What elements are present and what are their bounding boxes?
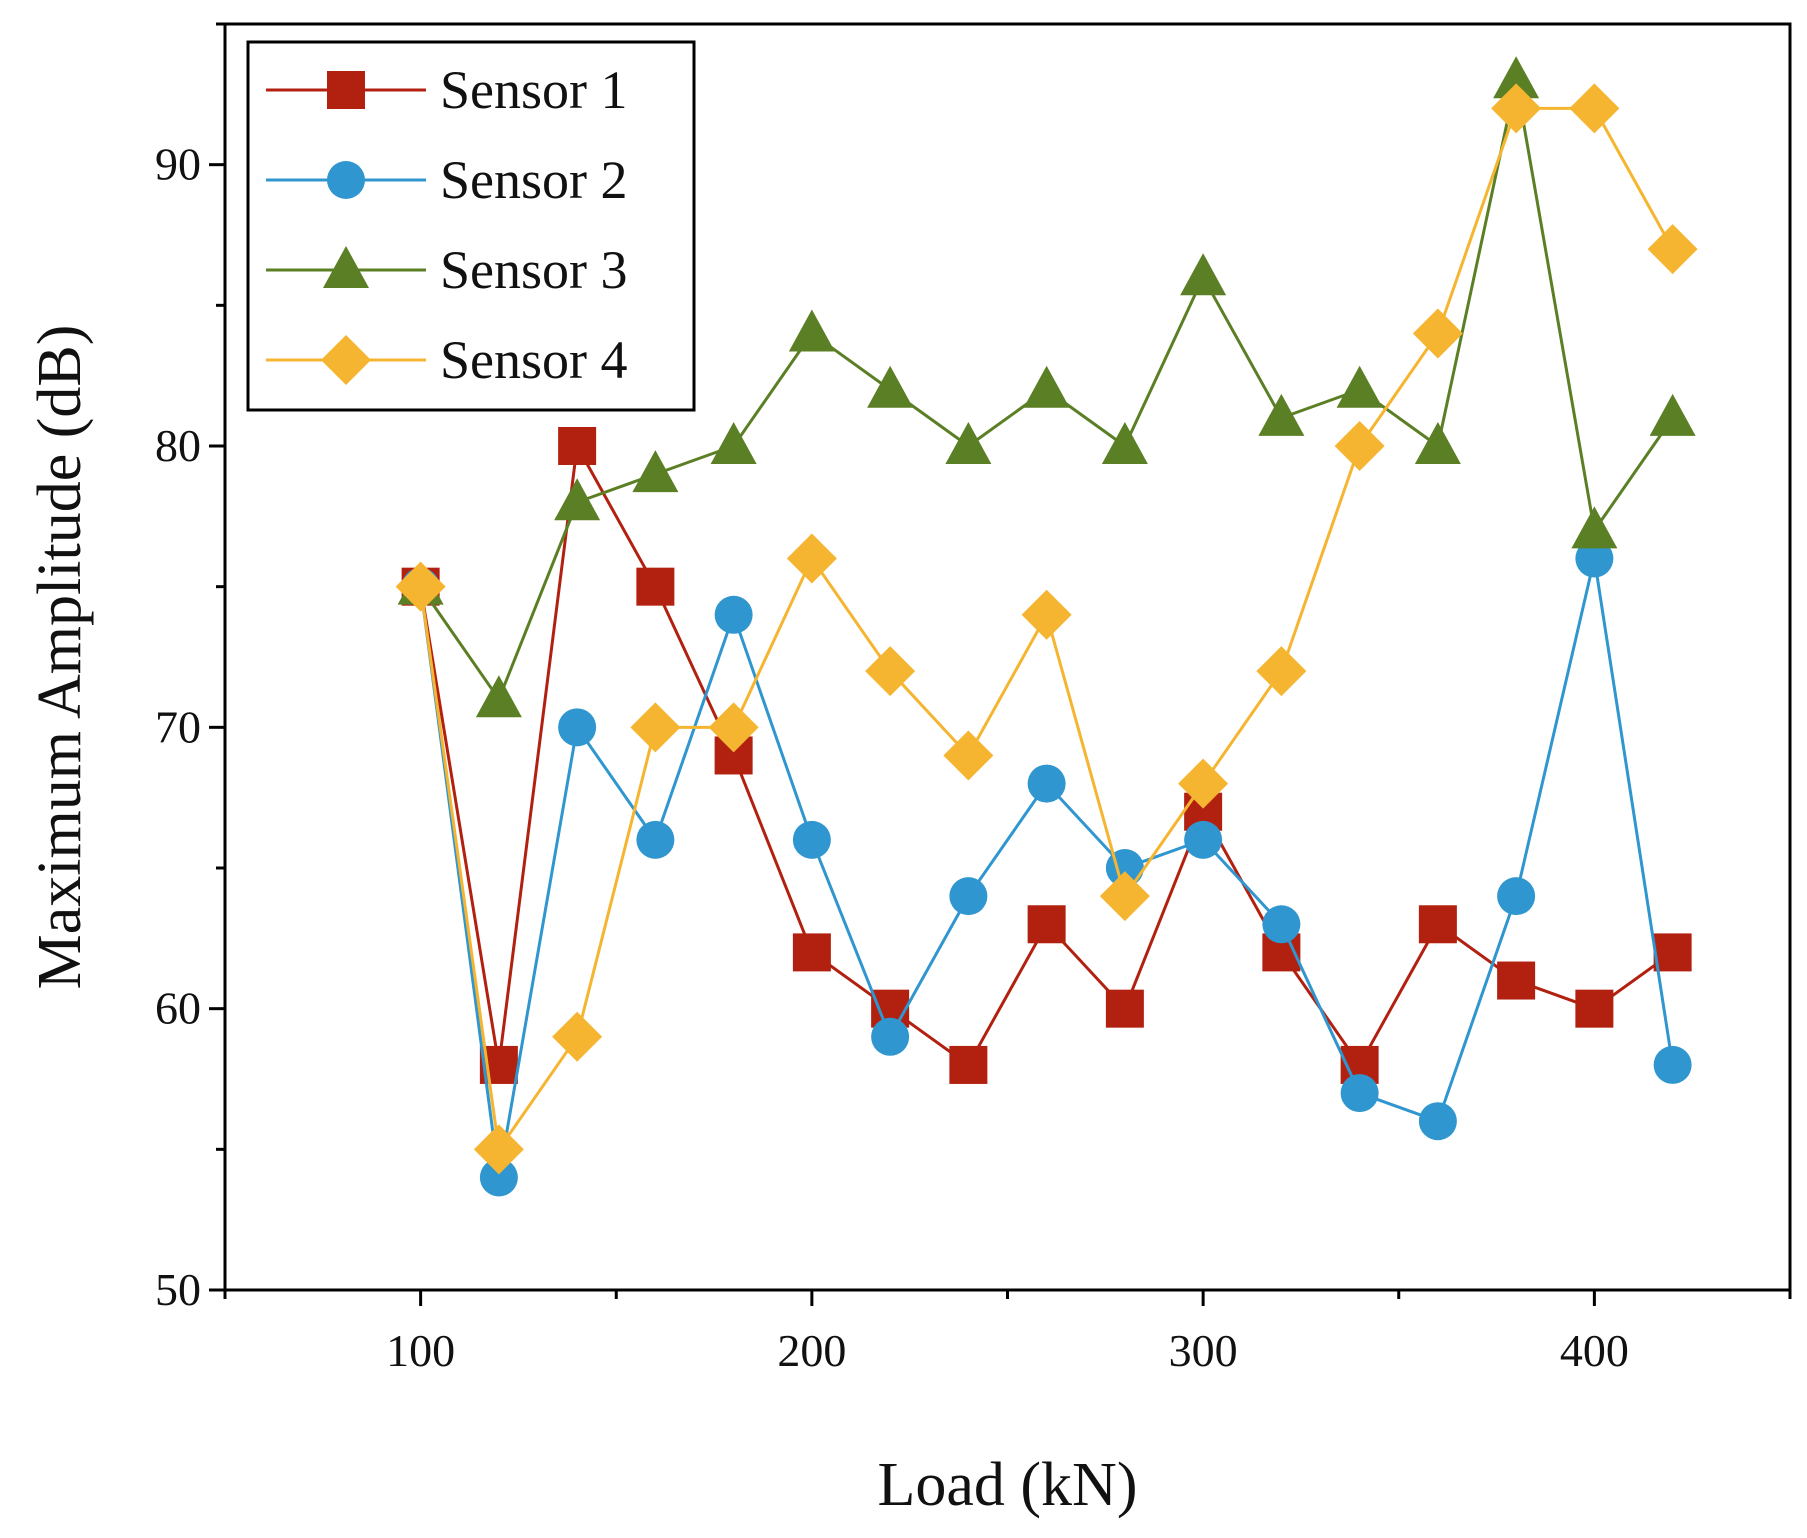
y-tick-label: 70 (155, 701, 201, 752)
data-point (1497, 877, 1536, 916)
data-point (1027, 905, 1066, 944)
data-point (1178, 758, 1229, 809)
data-point (636, 567, 675, 606)
data-point (945, 422, 992, 464)
data-point (949, 877, 988, 916)
data-point (1571, 506, 1618, 549)
data-point (710, 422, 757, 464)
data-point (865, 646, 916, 697)
data-point (1493, 56, 1540, 99)
legend-label: Sensor 3 (440, 240, 628, 300)
legend-box (246, 40, 696, 412)
data-point (636, 820, 675, 859)
data-point (473, 1124, 524, 1175)
data-point (1334, 421, 1385, 471)
data-point (1184, 820, 1223, 859)
data-point (714, 595, 753, 634)
series-line (419, 444, 1674, 1067)
data-point (949, 1045, 988, 1084)
legend-label: Sensor 2 (440, 150, 628, 210)
y-tick-label: 60 (155, 983, 201, 1034)
data-point (1412, 308, 1463, 359)
x-axis-title: Load (kN) (878, 1451, 1138, 1519)
data-point (1491, 83, 1542, 134)
data-point (1340, 1074, 1379, 1113)
data-point (786, 533, 837, 584)
x-tick-label: 200 (777, 1325, 846, 1376)
legend-marker (327, 71, 365, 109)
y-tick-label: 90 (155, 139, 201, 190)
data-point (871, 1017, 910, 1056)
data-point (475, 675, 522, 718)
data-point (558, 708, 597, 747)
data-point (792, 820, 831, 859)
data-point (788, 309, 835, 352)
legend-label: Sensor 1 (440, 60, 628, 120)
y-tick-label: 80 (155, 420, 201, 471)
data-point (632, 450, 679, 493)
data-point (1497, 961, 1536, 1000)
data-point (1099, 871, 1150, 922)
data-point (552, 1011, 603, 1062)
data-point (1418, 905, 1457, 944)
data-point (943, 730, 994, 781)
data-point (395, 561, 446, 612)
data-point (1105, 989, 1144, 1028)
legend-label: Sensor 4 (440, 330, 628, 390)
series-4 (395, 83, 1698, 1175)
data-point (630, 702, 681, 753)
data-point (1262, 905, 1301, 944)
data-point (1575, 989, 1614, 1028)
data-point (792, 933, 831, 972)
data-point (867, 365, 914, 408)
data-point (1647, 224, 1698, 275)
data-point (1336, 365, 1383, 408)
data-point (479, 1158, 518, 1197)
series-3 (397, 56, 1696, 718)
y-tick-label: 50 (155, 1264, 201, 1315)
legend-marker (321, 335, 371, 385)
data-point (1569, 83, 1620, 134)
data-point (1418, 1102, 1457, 1141)
series-layer (395, 56, 1698, 1197)
data-point (1575, 539, 1614, 578)
x-tick-label: 400 (1560, 1325, 1629, 1376)
legend-marker (327, 161, 365, 199)
data-point (554, 478, 601, 521)
data-point (1258, 393, 1305, 436)
legend-marker (323, 246, 369, 288)
x-tick-label: 300 (1169, 1325, 1238, 1376)
data-point (1027, 764, 1066, 803)
data-point (708, 702, 759, 753)
data-point (558, 427, 597, 465)
axis-layer: 100 200 300 400 50 60 70 80 90 (155, 22, 1792, 1376)
series-2 (401, 539, 1692, 1197)
data-point (1256, 646, 1307, 697)
data-point (1180, 253, 1227, 296)
legend: Sensor 1 Sensor 2 Sensor 3 Sensor 4 (246, 40, 696, 412)
y-axis-title: Maximum Amplitude (dB) (26, 325, 94, 990)
data-point (1023, 365, 1070, 408)
data-point (1021, 589, 1072, 640)
series-line (419, 557, 1675, 1179)
data-point (1653, 933, 1692, 972)
data-point (1653, 1045, 1692, 1084)
x-tick-label: 100 (386, 1325, 455, 1376)
data-point (1101, 422, 1148, 464)
data-point (1414, 422, 1461, 464)
data-point (1649, 393, 1696, 436)
